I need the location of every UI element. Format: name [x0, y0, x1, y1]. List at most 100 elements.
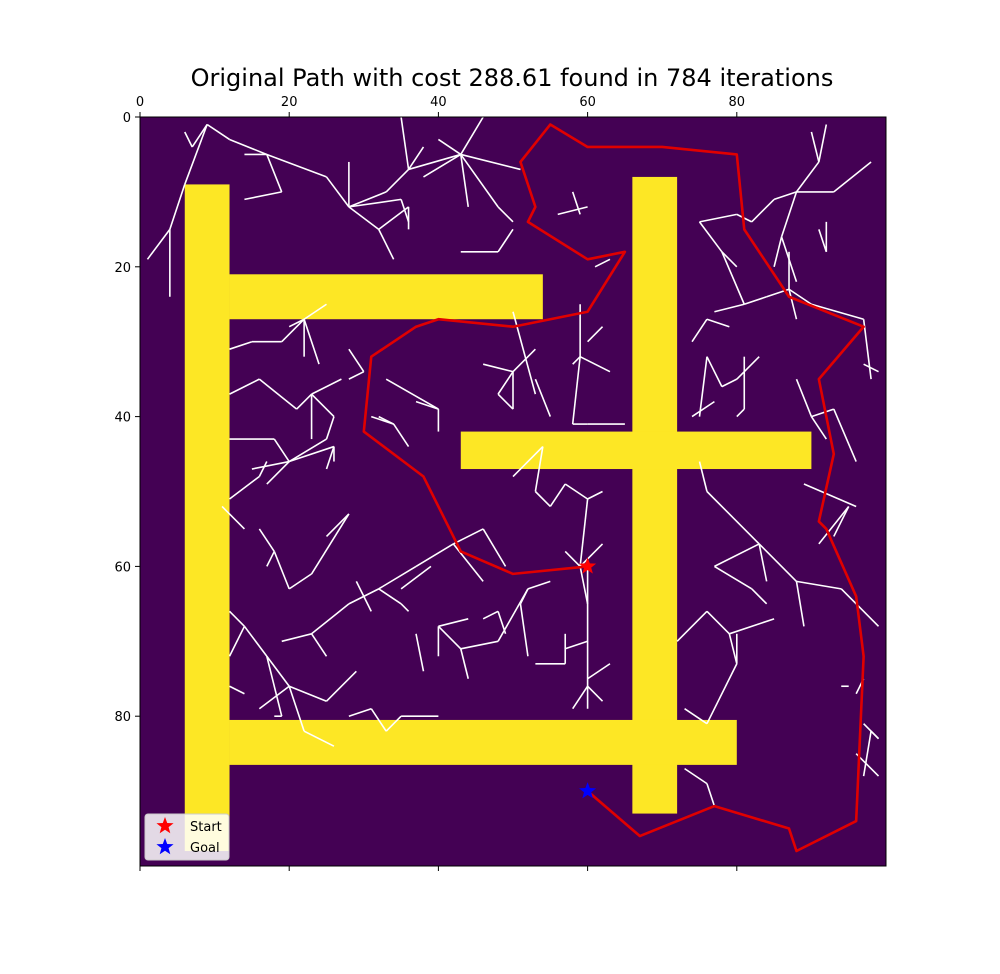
tree-edge [564, 640, 588, 650]
x-tick-label: 20 [281, 95, 298, 110]
tree-edge [497, 371, 514, 395]
tree-edge [579, 543, 604, 567]
tree-edge [303, 318, 320, 365]
tree-edge [452, 543, 484, 582]
tree-edge [288, 685, 305, 732]
tree-edge [721, 251, 745, 305]
tree-edge [587, 685, 604, 702]
tree-edge [266, 153, 327, 178]
tree-edge [684, 708, 708, 725]
tree-edge [415, 543, 454, 568]
start-marker [579, 557, 597, 574]
tree-edge [258, 528, 275, 552]
tree-edge [698, 221, 723, 253]
tree-edge [229, 475, 260, 500]
tree-edge [571, 356, 581, 425]
tree-edge [676, 610, 708, 642]
tree-edge [818, 505, 850, 545]
tree-edge [691, 400, 715, 418]
tree-edge [818, 229, 828, 253]
tree-edge [325, 176, 350, 208]
tree-edge [378, 206, 410, 230]
tree-edge [452, 528, 484, 545]
tree-edge [587, 490, 603, 500]
tree-edge [400, 565, 432, 590]
tree-edge [310, 633, 328, 657]
tree-edge [407, 146, 425, 170]
y-tick-label: 20 [114, 261, 131, 276]
tree-edge [706, 490, 760, 545]
tree-edge [579, 498, 589, 567]
tree-edge [482, 528, 507, 567]
tree-edge [348, 206, 380, 230]
tree-edge [311, 393, 335, 418]
tree-edge [833, 506, 850, 537]
tree-edge [714, 303, 745, 313]
tree-edge [862, 731, 872, 777]
tree-edge [512, 348, 536, 373]
y-tick-label: 40 [114, 411, 131, 426]
tree-edge [788, 289, 798, 320]
tree-edge [243, 625, 268, 657]
tree-edge [810, 131, 820, 163]
tree-edge [571, 191, 581, 215]
x-tick-label: 0 [136, 95, 144, 110]
tree-edge [229, 378, 260, 395]
tree-edge [348, 191, 387, 208]
tree-edge [803, 483, 857, 508]
tree-edge [714, 543, 760, 568]
tree-edge [736, 356, 760, 380]
tree-edge [385, 378, 439, 410]
tree-edge [482, 610, 499, 620]
tree-edge [423, 153, 462, 178]
tree-edge [780, 191, 798, 238]
obstacle-5 [229, 719, 737, 765]
tree-edge [721, 378, 738, 388]
tree-edge [415, 400, 439, 410]
tree-edge [281, 318, 305, 343]
tree-edge [788, 288, 812, 305]
tree-edge [146, 228, 171, 260]
tree-edge [557, 206, 588, 216]
tree-edge [758, 543, 798, 582]
tree-edge [273, 438, 290, 462]
tree-edge [228, 610, 246, 627]
y-tick-label: 60 [114, 560, 131, 575]
tree-edge [184, 131, 193, 148]
tree-edge [549, 483, 566, 507]
obstacle-2 [229, 274, 543, 320]
tree-edge [258, 685, 290, 710]
tree-edge [811, 303, 864, 320]
tree-edge [497, 393, 514, 410]
tree-edge [795, 161, 820, 193]
y-tick-label: 0 [123, 111, 131, 126]
tree-edge [706, 663, 738, 725]
tree-edge [863, 723, 880, 740]
tree-edge [497, 611, 507, 635]
legend-star-goal [156, 838, 174, 855]
goal-marker [579, 782, 597, 799]
tree-edge [460, 116, 484, 155]
tree-edge [325, 416, 335, 440]
tree-edge [534, 490, 551, 508]
tree-edge [744, 296, 767, 306]
tree-edge [229, 138, 268, 156]
tree-edge [184, 124, 208, 185]
tree-edge [400, 603, 410, 612]
tree-edge [281, 633, 312, 643]
tree-edge [460, 640, 499, 650]
tree-edge [482, 363, 514, 373]
tree-edge [251, 460, 290, 470]
tree-edge [564, 550, 581, 567]
tree-edge [519, 588, 529, 605]
tree-edge [698, 461, 708, 492]
tree-edge [303, 303, 327, 320]
tree-edge [519, 603, 529, 657]
tree-edge [288, 685, 327, 702]
tree-edge [699, 213, 737, 223]
tree-edge [378, 415, 394, 425]
tree-edge [684, 767, 708, 785]
tree-edge [385, 168, 410, 193]
tree-edge [833, 408, 857, 462]
